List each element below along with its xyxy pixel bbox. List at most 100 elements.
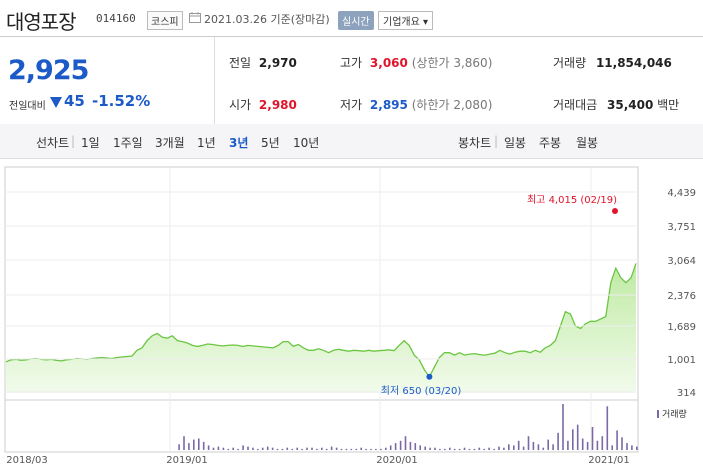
candle-daily[interactable]: 일봉 (504, 136, 527, 150)
period-1w[interactable]: 1주일 (113, 136, 143, 150)
lower-limit: (하한가 2,080) (411, 98, 493, 112)
volume-bar (557, 432, 559, 451)
volume-bar (242, 445, 244, 450)
period-10y[interactable]: 10년 (293, 136, 320, 150)
volume-bar (572, 429, 574, 450)
volume-bar (444, 448, 446, 451)
volume-bar (340, 448, 343, 451)
volume-bar (271, 447, 274, 450)
x-tick-label: 2021/01 (588, 455, 630, 466)
volume-bar (365, 448, 367, 451)
high-label: 고가 (340, 56, 363, 70)
volume-bar (345, 448, 348, 451)
volume-bar (434, 447, 436, 450)
prev-close: 전일 2,970 (229, 54, 297, 71)
x-tick-label: 2020/01 (376, 455, 418, 466)
period-3y[interactable]: 3년 (229, 136, 249, 150)
volume-bar (296, 447, 298, 450)
volume-bar (217, 446, 220, 450)
low-label: 저가 (340, 98, 363, 112)
x-tick-label: 2019/01 (166, 455, 208, 466)
candle-chart-label: 봉차트 (458, 136, 492, 150)
high-value: 3,060 (369, 56, 408, 70)
volume-bar (483, 448, 485, 451)
volume-bar (527, 436, 530, 450)
volume-bar (547, 439, 549, 450)
volume-bar (247, 446, 249, 450)
calendar-icon (189, 12, 201, 23)
period-3m[interactable]: 3개월 (155, 136, 185, 150)
company-overview-dropdown[interactable]: 기업개요 ▾ (378, 11, 433, 30)
volume-bar (478, 447, 481, 450)
as-of-date: 2021.03.26 기준(장마감) (204, 13, 330, 26)
volume-bar (232, 447, 234, 450)
volume-bar (399, 440, 402, 450)
volume-bar (458, 448, 461, 451)
volume-bar (370, 448, 372, 451)
prev-close-value: 2,970 (258, 56, 297, 70)
price-chart: 4,439 3,751 3,064 2,376 1,689 1,001 314 2018/0… (0, 159, 703, 469)
low-value: 2,895 (369, 98, 408, 112)
x-tick-label: 2018/03 (6, 455, 48, 466)
volume-bar (355, 448, 358, 451)
volume-bar (513, 445, 515, 450)
candle-weekly[interactable]: 주봉 (539, 136, 562, 150)
volume-bar (498, 446, 500, 450)
y-tick-label: 2,376 (667, 291, 696, 302)
volume-bar (330, 446, 333, 450)
open-value: 2,980 (258, 98, 297, 112)
volume-bar (611, 445, 613, 450)
volume: 거래량 11,854,046 (553, 54, 672, 71)
volume-bar (503, 447, 505, 450)
period-5y[interactable]: 5년 (261, 136, 280, 150)
volume-bar (424, 446, 426, 450)
volume-bar (183, 436, 185, 450)
y-tick-label: 3,064 (667, 256, 696, 267)
amount-label: 거래대금 (553, 98, 598, 112)
volume-bar (193, 439, 195, 450)
down-arrow-icon (50, 97, 62, 108)
volume-value: 11,854,046 (595, 56, 672, 70)
volume-bar (581, 438, 584, 450)
volume-bar (562, 404, 564, 450)
line-chart-label: 선차트 (36, 136, 70, 150)
y-tick-label: 4,439 (667, 188, 696, 199)
price-line (5, 263, 637, 379)
change-percent: -1.52% (92, 92, 151, 110)
volume-bar (335, 447, 338, 450)
volume-bar (508, 444, 510, 451)
amount-value: 35,400 (607, 98, 654, 112)
period-1y[interactable]: 1년 (197, 136, 216, 150)
period-1d[interactable]: 1일 (81, 136, 100, 150)
open: 시가 2,980 (229, 96, 297, 113)
y-tick-label: 314 (677, 388, 696, 399)
volume-label: 거래량 (553, 56, 587, 70)
volume-bar (616, 430, 618, 450)
volume-bar (621, 437, 623, 451)
volume-bar (493, 448, 495, 451)
candle-monthly[interactable]: 월봉 (576, 136, 599, 150)
volume-bar (522, 446, 525, 450)
current-price: 2,925 (8, 55, 89, 86)
volume-bar (449, 447, 451, 450)
amount-unit: 백만 (657, 98, 680, 112)
period-selector: 선차트 | 1일 1주일 3개월 1년 3년 5년 10년 봉차트 | 일봉 주… (0, 124, 703, 159)
volume-bar (222, 447, 225, 450)
volume-bar (257, 448, 259, 451)
volume-bar (631, 445, 633, 450)
volume-bar (429, 447, 431, 450)
volume-bar (266, 446, 269, 450)
upper-limit: (상한가 3,860) (411, 56, 493, 70)
volume-bar (252, 447, 254, 450)
volume-bar (606, 406, 609, 450)
y-tick-label: 3,751 (667, 222, 696, 233)
volume-bar (291, 448, 294, 451)
volume-bar (306, 447, 308, 450)
market-badge: 코스피 (147, 11, 183, 30)
realtime-button[interactable]: 실시간 (338, 11, 374, 30)
y-tick-label: 1,001 (667, 355, 696, 366)
volume-bar (237, 448, 239, 451)
volume-bar (385, 447, 387, 450)
price-chart-svg: 4,439 3,751 3,064 2,376 1,689 1,001 314 2018/0… (4, 166, 696, 466)
volume-bar (636, 446, 638, 450)
